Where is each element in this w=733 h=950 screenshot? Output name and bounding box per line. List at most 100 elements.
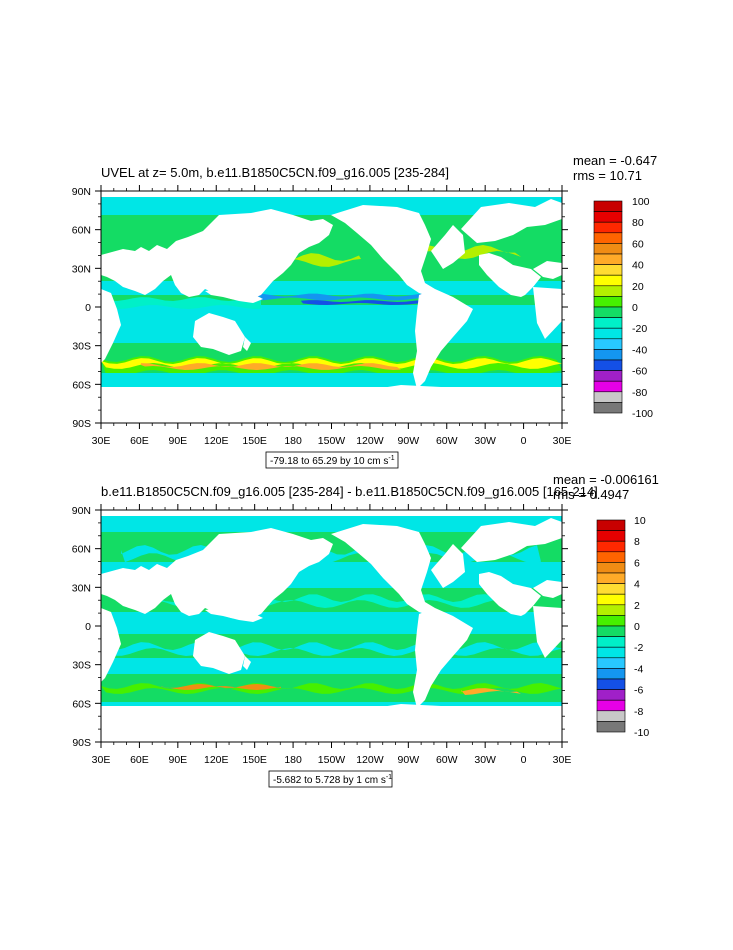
colorbar-label: 4 [634, 579, 640, 591]
map-frame: 30E 60E 90E 120E 150E 180 150W 120W 90W 60W 30W 0 30… [72, 185, 572, 447]
x-tick-label: 0 [521, 754, 527, 766]
colorbar-swatch [593, 221, 623, 234]
colorbar-swatch [593, 338, 623, 350]
colorbar: 100 80 60 40 20 0 -20 -40 -60 -80 -100 [593, 196, 653, 420]
x-tick-label: 90W [398, 435, 420, 447]
colorbar-swatch [596, 530, 626, 542]
colorbar-swatch [596, 657, 626, 669]
x-tick-label: 60E [130, 754, 149, 766]
colorbar-label: 0 [634, 621, 640, 633]
colorbar-swatch [593, 402, 623, 414]
x-tick-label: 30W [474, 754, 496, 766]
mean-stat: mean = -0.647 [573, 153, 657, 168]
colorbar-label: -4 [634, 663, 643, 675]
colorbar-swatch [593, 317, 623, 329]
x-tick-label: 150E [242, 754, 267, 766]
y-tick-label: 0 [85, 302, 91, 314]
colorbar-swatch [596, 540, 626, 553]
svg-text:-79.18 to 65.29 by 10 cm s-1: -79.18 to 65.29 by 10 cm s-1 [270, 455, 395, 467]
colorbar-label: 0 [632, 302, 638, 314]
y-tick-label: 60S [72, 698, 91, 710]
colorbar-label: 20 [632, 281, 644, 293]
colorbar-swatch [593, 285, 623, 297]
contour-info-unit-exponent: -1 [386, 774, 392, 781]
x-tick-label: 120W [356, 435, 384, 447]
colorbar-swatch [596, 519, 626, 531]
panel-bottom: b.e11.B1850C5CN.f09_g16.005 [235-284] - … [72, 472, 659, 788]
x-tick-label: 120E [204, 754, 229, 766]
colorbar-label: -80 [632, 387, 647, 399]
x-tick-label: 30E [553, 435, 572, 447]
colorbar-label: -8 [634, 706, 643, 718]
x-tick-label: 180 [284, 435, 302, 447]
colorbar-label: 40 [632, 260, 644, 272]
contour-info-unit-exponent: -1 [388, 455, 394, 462]
colorbar-swatch [596, 551, 626, 563]
contour-info-box: -79.18 to 65.29 by 10 cm s-1 [265, 451, 399, 469]
x-tick-label: 120E [204, 435, 229, 447]
colorbar-label: 100 [632, 196, 650, 208]
colorbar-swatch [596, 689, 626, 701]
colorbar-swatch [596, 646, 626, 659]
map-frame: 30E 60E 90E 120E 150E 180 150W 120W 90W 60W 30W 0 30… [72, 504, 571, 766]
colorbar-swatch [593, 200, 623, 212]
panel-title: UVEL at z= 5.0m, b.e11.B1850C5CN.f09_g16… [101, 165, 449, 180]
x-tick-label: 60W [436, 435, 458, 447]
colorbar-label: -20 [632, 323, 647, 335]
colorbar-swatch [593, 243, 623, 255]
colorbar-swatch [593, 359, 623, 371]
mean-stat: mean = -0.006161 [553, 472, 659, 487]
x-tick-label: 150W [318, 435, 346, 447]
colorbar-label: 8 [634, 536, 640, 548]
y-tick-label: 60S [72, 379, 91, 391]
y-tick-label: 60N [72, 225, 91, 237]
colorbar-swatch [593, 274, 623, 287]
y-tick-label: 30N [72, 582, 91, 594]
colorbar-swatch [593, 232, 623, 244]
x-tick-label: 90E [168, 754, 187, 766]
colorbar-swatch [593, 380, 623, 393]
colorbar-swatch [593, 349, 623, 361]
rms-stat: rms = 0.4947 [553, 487, 629, 502]
contour-info-text: -79.18 to 65.29 by 10 cm s [270, 456, 388, 467]
x-tick-label: 120W [356, 754, 384, 766]
y-tick-label: 90S [72, 418, 91, 430]
colorbar-swatch [596, 668, 626, 680]
rms-stat: rms = 10.71 [573, 168, 642, 183]
y-tick-label: 90N [72, 186, 91, 198]
colorbar-swatch [596, 678, 626, 690]
y-tick-label: 60N [72, 544, 91, 556]
y-tick-label: 90N [72, 505, 91, 517]
colorbar-swatch [596, 615, 626, 627]
colorbar: 10 8 6 4 2 0 -2 -4 -6 -8 -10 [596, 515, 649, 739]
colorbar-swatch [593, 391, 623, 403]
x-tick-label: 30E [92, 754, 111, 766]
colorbar-swatch [596, 593, 626, 606]
colorbar-swatch [593, 211, 623, 223]
colorbar-swatch [596, 710, 626, 722]
panel-title: b.e11.B1850C5CN.f09_g16.005 [235-284] - … [101, 484, 598, 499]
contour-info-text: -5.682 to 5.728 by 1 cm s [273, 775, 386, 786]
colorbar-swatch [596, 583, 626, 595]
colorbar-label: 10 [634, 515, 646, 527]
colorbar-swatch [596, 572, 626, 584]
colorbar-swatch [593, 296, 623, 308]
x-tick-label: 150E [242, 435, 267, 447]
colorbar-label: 60 [632, 238, 644, 250]
colorbar-swatch [596, 721, 626, 733]
colorbar-label: -10 [634, 727, 649, 739]
contour-info-box: -5.682 to 5.728 by 1 cm s-1 [268, 770, 393, 788]
x-tick-label: 150W [318, 754, 346, 766]
y-tick-label: 30N [72, 263, 91, 275]
map-plot [101, 510, 562, 742]
y-tick-label: 30S [72, 341, 91, 353]
x-tick-label: 90W [398, 754, 420, 766]
panel-top: UVEL at z= 5.0m, b.e11.B1850C5CN.f09_g16… [72, 153, 657, 469]
colorbar-label: 80 [632, 217, 644, 229]
y-tick-label: 30S [72, 660, 91, 672]
colorbar-label: -2 [634, 642, 643, 654]
x-tick-label: 60E [130, 435, 149, 447]
colorbar-label: -40 [632, 344, 647, 356]
x-tick-label: 90E [168, 435, 187, 447]
